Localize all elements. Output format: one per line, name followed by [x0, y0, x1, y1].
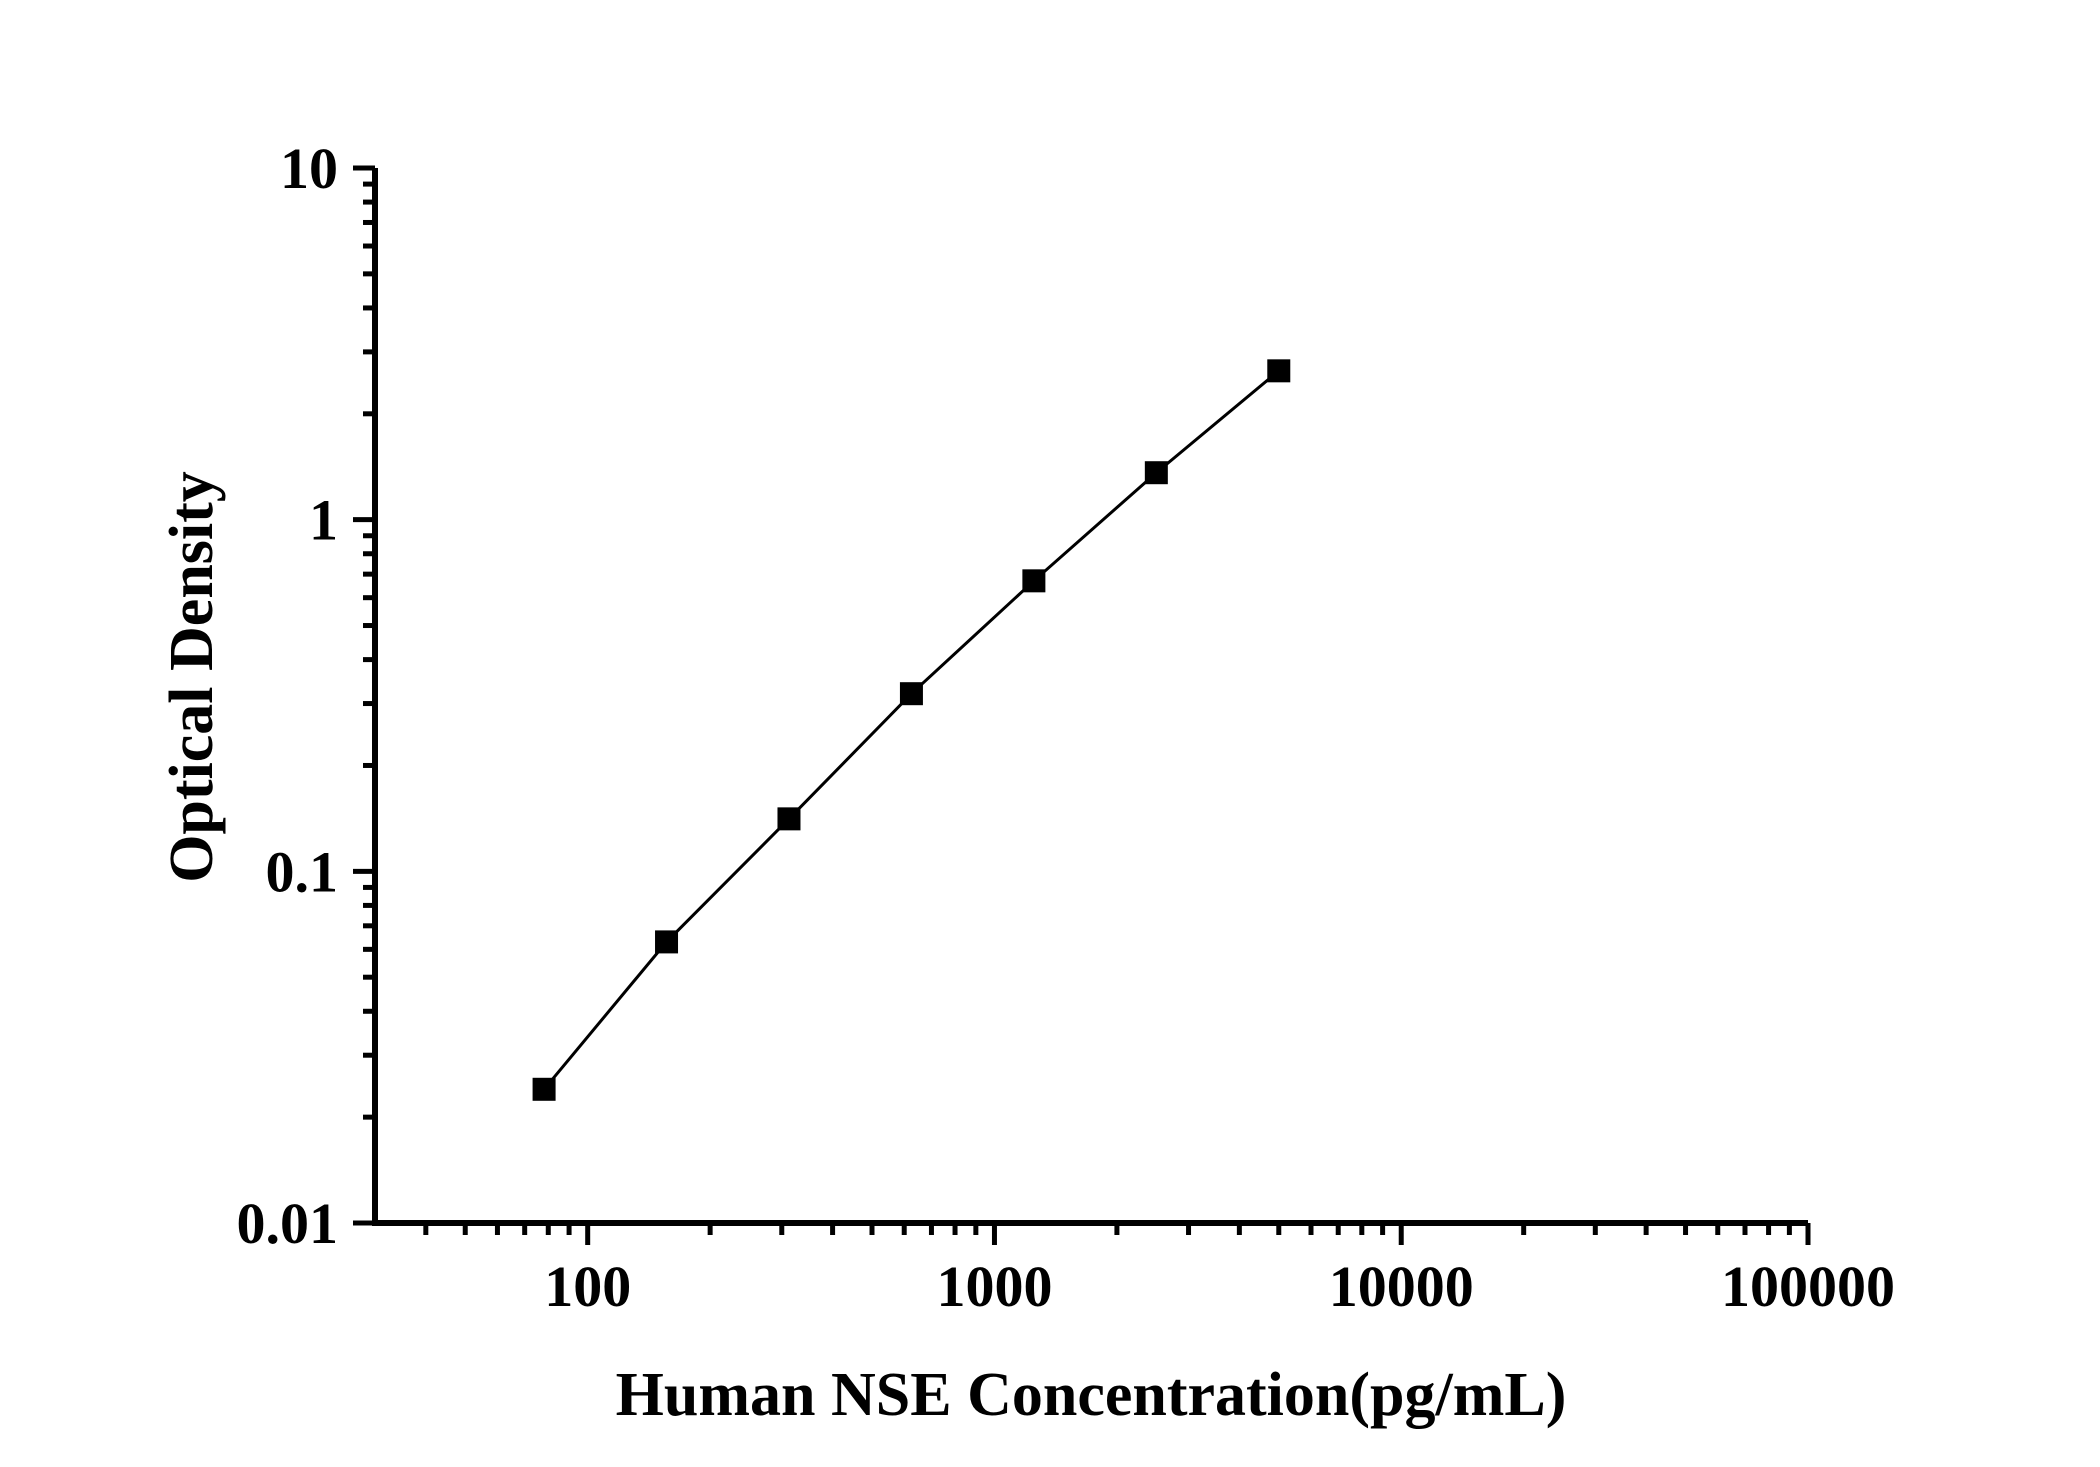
data-point-marker [1144, 461, 1168, 485]
y-tick-label: 0.01 [237, 1191, 339, 1256]
data-point-marker [655, 930, 679, 954]
y-axis-title: Optical Density [158, 471, 226, 883]
x-tick-label: 100000 [1721, 1254, 1895, 1319]
y-tick-label: 10 [280, 136, 338, 201]
x-axis-title: Human NSE Concentration(pg/mL) [616, 1361, 1567, 1429]
y-tick-label: 0.1 [266, 839, 339, 904]
axes [372, 168, 1808, 1226]
data-point-marker [1267, 359, 1291, 383]
x-tick-label: 10000 [1329, 1254, 1474, 1319]
axis-ticks [353, 165, 1811, 1245]
data-series [532, 359, 1291, 1101]
data-point-marker [1022, 569, 1046, 593]
axis-tick-labels: 100 1000 10000 100000 10 1 0.1 0.01 [237, 136, 1896, 1319]
y-tick-label: 1 [309, 488, 338, 553]
data-point-marker [532, 1077, 556, 1101]
data-point-marker [899, 682, 923, 706]
x-tick-label: 1000 [936, 1254, 1052, 1319]
series-line [542, 369, 1280, 1091]
x-tick-label: 100 [544, 1254, 631, 1319]
data-point-marker [777, 807, 801, 831]
